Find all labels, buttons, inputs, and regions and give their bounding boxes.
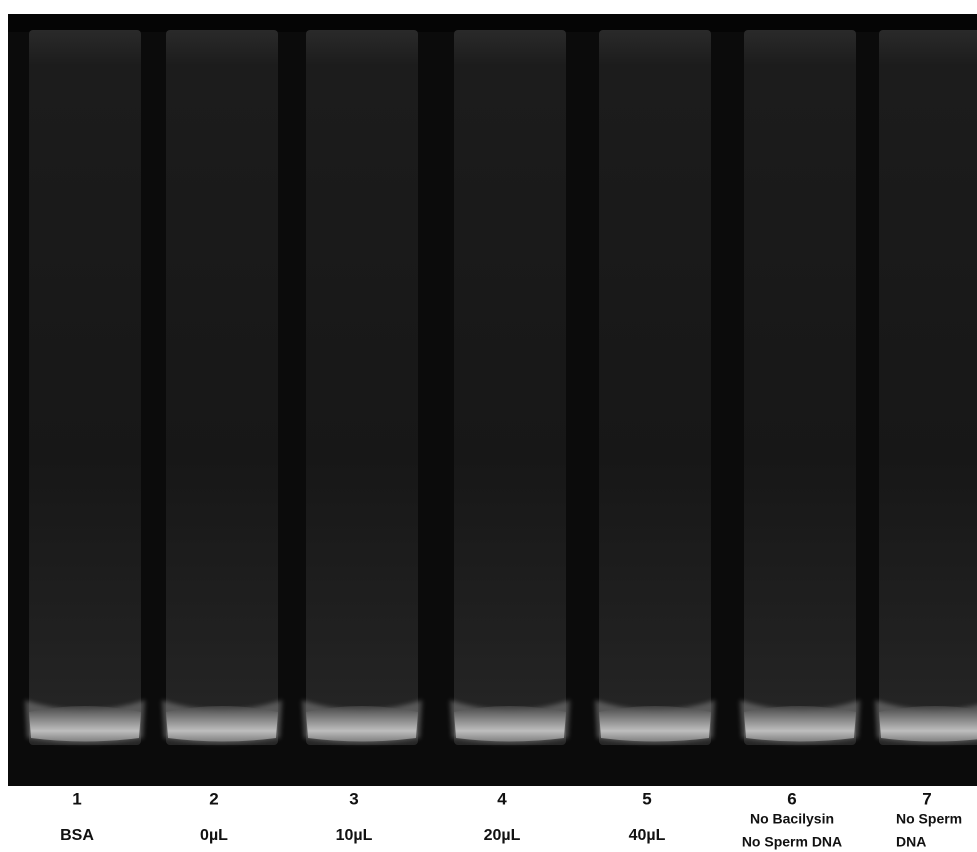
lane-label: No Sperm <box>896 811 962 827</box>
lane-number: 2 <box>209 789 218 808</box>
lane-number: 3 <box>349 789 358 808</box>
lane <box>166 30 278 745</box>
band <box>744 706 856 742</box>
lane-label: DNA <box>896 834 926 850</box>
lane-number: 4 <box>497 789 507 808</box>
lane <box>454 30 566 745</box>
lane <box>599 30 711 745</box>
lane-label: 40µL <box>629 827 666 844</box>
band <box>454 706 566 742</box>
band <box>29 706 141 742</box>
well-row <box>8 14 977 32</box>
lane-label: 10µL <box>336 827 373 844</box>
lane <box>306 30 418 745</box>
lane-number: 1 <box>72 789 81 808</box>
lane-number: 6 <box>787 789 796 808</box>
band <box>306 706 418 742</box>
lane-number: 7 <box>922 789 931 808</box>
band <box>879 706 977 742</box>
lane-label: BSA <box>60 827 94 844</box>
lane-number: 5 <box>642 789 651 808</box>
lane-label: No Bacilysin <box>750 811 834 827</box>
lane-label: 0µL <box>200 827 228 844</box>
lane-label: No Sperm DNA <box>742 834 842 850</box>
lane <box>744 30 856 745</box>
band <box>599 706 711 742</box>
band <box>166 706 278 742</box>
lane <box>879 30 977 745</box>
lane-label: 20µL <box>484 827 521 844</box>
lane <box>29 30 141 745</box>
lanes <box>25 30 977 745</box>
